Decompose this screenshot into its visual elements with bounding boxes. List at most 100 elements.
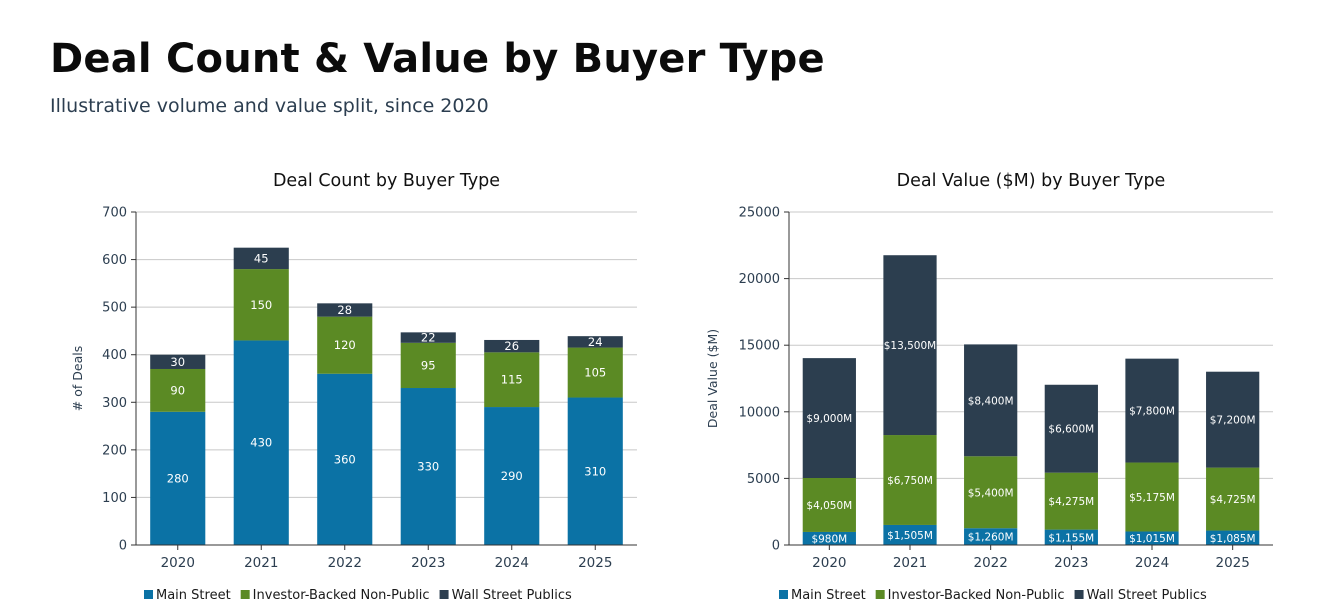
- bar-wall-street-publics-2021: [883, 255, 937, 436]
- y-tick-label: 25000: [739, 206, 780, 221]
- y-tick-label: 700: [102, 206, 127, 221]
- y-tick-label: 0: [119, 539, 127, 554]
- x-tick-label: 2021: [244, 555, 278, 571]
- bar-wall-street-publics-2020: [802, 358, 856, 479]
- bar-main-street-2025: [1206, 530, 1260, 545]
- bar-investor-backed-non-public-2024: [484, 352, 540, 408]
- data-label: 360: [334, 452, 356, 466]
- data-label: 45: [254, 251, 269, 265]
- legend-swatch: [779, 590, 788, 599]
- x-tick-label: 2025: [578, 555, 612, 571]
- data-label: 28: [337, 303, 352, 317]
- bar-main-street-2021: [883, 524, 937, 545]
- data-label: 30: [170, 355, 185, 369]
- y-tick-label: 400: [102, 348, 127, 363]
- bar-main-street-2023: [1044, 529, 1098, 545]
- x-tick-label: 2024: [495, 555, 529, 571]
- y-tick-label: 500: [102, 301, 127, 316]
- x-tick-label: 2021: [893, 555, 927, 571]
- bar-investor-backed-non-public-2020: [150, 368, 206, 412]
- bar-wall-street-publics-2023: [1044, 384, 1098, 473]
- data-label: $4,050M: [806, 500, 852, 512]
- page-title: Deal Count & Value by Buyer Type: [50, 36, 825, 82]
- y-tick-label: 5000: [747, 472, 780, 487]
- bar-wall-street-publics-2022: [964, 344, 1018, 457]
- data-label: $4,725M: [1210, 494, 1256, 506]
- data-label: 150: [250, 298, 272, 312]
- bar-investor-backed-non-public-2023: [400, 342, 456, 389]
- bar-investor-backed-non-public-2021: [233, 269, 289, 341]
- data-label: $6,750M: [887, 475, 933, 487]
- bar-investor-backed-non-public-2025: [567, 347, 623, 398]
- x-tick-label: 2022: [328, 555, 362, 571]
- data-label: 330: [417, 460, 439, 474]
- y-tick-label: 20000: [739, 272, 780, 287]
- bar-wall-street-publics-2023: [400, 332, 456, 343]
- y-tick-label: 100: [102, 491, 127, 506]
- data-label: $7,200M: [1210, 415, 1256, 427]
- data-label: 22: [421, 331, 436, 345]
- bar-main-street-2022: [964, 528, 1018, 545]
- y-tick-label: 200: [102, 443, 127, 458]
- deal-count-chart: Deal Count by Buyer Type 0 100 200 300 400 500…: [70, 171, 637, 603]
- data-label: $1,085M: [1210, 533, 1256, 545]
- data-label: 430: [250, 436, 272, 450]
- y-axis-label: Deal Value ($M): [705, 329, 720, 428]
- bar-investor-backed-non-public-2025: [1206, 467, 1260, 531]
- x-tick-label: 2020: [161, 555, 195, 571]
- y-tick-label: 10000: [739, 405, 780, 420]
- data-label: 95: [421, 358, 436, 372]
- legend-swatch: [439, 590, 449, 599]
- bar-wall-street-publics-2025: [567, 336, 623, 348]
- data-label: $1,155M: [1048, 532, 1094, 544]
- bar-main-street-2020: [150, 411, 206, 545]
- bar-main-street-2020: [802, 531, 856, 545]
- data-label: $4,275M: [1048, 496, 1094, 508]
- data-label: $9,000M: [806, 413, 852, 425]
- data-label: $1,015M: [1129, 533, 1175, 545]
- bar-main-street-2024: [484, 407, 540, 545]
- data-label: 115: [501, 373, 523, 387]
- legend-label: Wall Street Publics: [1087, 588, 1207, 603]
- chart-title: Deal Value ($M) by Buyer Type: [897, 171, 1166, 191]
- y-axis-label: # of Deals: [70, 346, 85, 411]
- legend-swatch: [875, 590, 885, 599]
- deal-value-chart: Deal Value ($M) by Buyer Type 0 5000 10000 1…: [705, 171, 1273, 603]
- data-label: 120: [334, 338, 356, 352]
- bar-main-street-2024: [1125, 531, 1179, 545]
- bar-main-street-2025: [567, 397, 623, 545]
- x-tick-label: 2024: [1135, 555, 1169, 571]
- data-label: 105: [584, 366, 606, 380]
- legend-label: Investor-Backed Non-Public: [253, 588, 430, 603]
- bar-investor-backed-non-public-2022: [317, 316, 373, 374]
- bar-main-street-2021: [233, 340, 289, 545]
- data-label: 290: [501, 469, 523, 483]
- bar-wall-street-publics-2020: [150, 354, 206, 369]
- bar-investor-backed-non-public-2022: [964, 456, 1018, 529]
- data-label: $980M: [811, 533, 847, 545]
- data-label: 90: [170, 383, 185, 397]
- x-tick-label: 2023: [411, 555, 445, 571]
- bar-investor-backed-non-public-2024: [1125, 462, 1179, 532]
- y-tick-label: 600: [102, 253, 127, 268]
- bar-investor-backed-non-public-2023: [1044, 472, 1098, 530]
- data-label: 26: [504, 339, 519, 353]
- x-tick-label: 2022: [973, 555, 1007, 571]
- bar-wall-street-publics-2025: [1206, 371, 1260, 468]
- y-tick-label: 15000: [739, 339, 780, 354]
- data-label: $6,600M: [1048, 424, 1094, 436]
- data-label: 310: [584, 464, 606, 478]
- bar-main-street-2022: [317, 373, 373, 545]
- page-subtitle: Illustrative volume and value split, sin…: [50, 95, 489, 117]
- legend-swatch: [144, 590, 153, 599]
- chart-title: Deal Count by Buyer Type: [273, 171, 500, 191]
- data-label: $8,400M: [968, 395, 1014, 407]
- x-tick-label: 2020: [812, 555, 846, 571]
- data-label: $7,800M: [1129, 406, 1175, 418]
- legend-label: Investor-Backed Non-Public: [888, 588, 1065, 603]
- data-label: 280: [167, 471, 189, 485]
- data-label: $13,500M: [884, 340, 936, 352]
- x-tick-label: 2025: [1215, 555, 1249, 571]
- data-label: 24: [588, 335, 603, 349]
- bar-wall-street-publics-2024: [484, 339, 540, 353]
